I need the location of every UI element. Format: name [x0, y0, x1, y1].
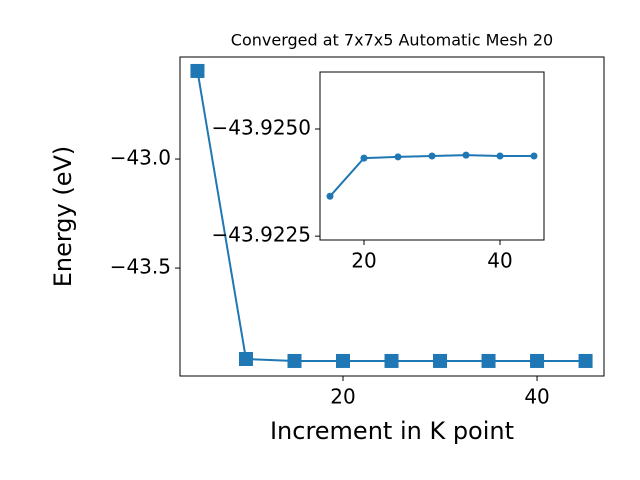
x-tick-label: 40	[524, 385, 549, 409]
marker	[578, 353, 593, 368]
marker	[336, 353, 351, 368]
chart-title: Converged at 7x7x5 Automatic Mesh 20	[231, 31, 553, 50]
marker	[238, 351, 253, 366]
marker	[360, 154, 368, 162]
marker	[394, 153, 402, 161]
marker	[433, 353, 448, 368]
marker	[287, 353, 302, 368]
y-axis-label: Energy (eV)	[49, 146, 77, 288]
marker	[530, 152, 538, 160]
x-tick-label: 20	[330, 385, 355, 409]
marker	[481, 353, 496, 368]
marker	[496, 152, 504, 160]
marker	[384, 353, 399, 368]
marker	[326, 192, 334, 200]
marker	[428, 152, 436, 160]
x-tick-label: 40	[487, 249, 512, 273]
marker	[530, 353, 545, 368]
y-tick-label: −43.5	[110, 255, 171, 279]
y-tick-label: −43.9225	[212, 223, 311, 247]
x-tick-label: 20	[351, 249, 376, 273]
marker	[190, 63, 205, 78]
y-tick-label: −43.9250	[212, 116, 311, 140]
x-axis-label: Increment in K point	[270, 417, 514, 445]
y-tick-label: −43.0	[110, 146, 171, 170]
marker	[462, 151, 470, 159]
